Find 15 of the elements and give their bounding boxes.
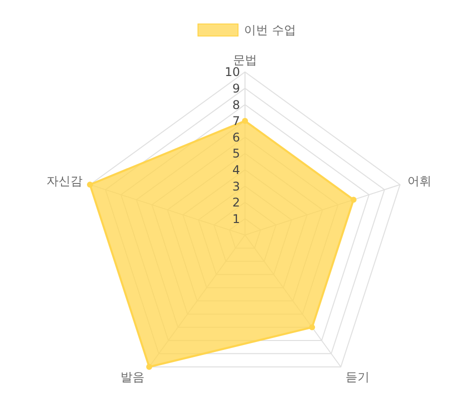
spoke-label: 발음 (120, 370, 144, 384)
y-tick-label: 10 (224, 65, 240, 80)
y-tick-label: 9 (232, 82, 240, 96)
y-tick-label: 2 (232, 196, 240, 210)
legend-label: 이번 수업 (244, 23, 296, 38)
spoke-label: 어휘 (408, 174, 432, 188)
y-tick-label: 8 (232, 98, 240, 112)
y-tick-label: 5 (232, 146, 240, 161)
spoke-label: 자신감 (46, 174, 82, 188)
y-tick-label: 4 (232, 163, 240, 177)
y-tick-label: 3 (232, 179, 240, 194)
spoke-label: 문법 (233, 53, 257, 68)
y-tick-label: 1 (232, 212, 240, 226)
y-tick-label: 6 (232, 130, 240, 144)
spoke-label: 듣기 (346, 370, 370, 384)
